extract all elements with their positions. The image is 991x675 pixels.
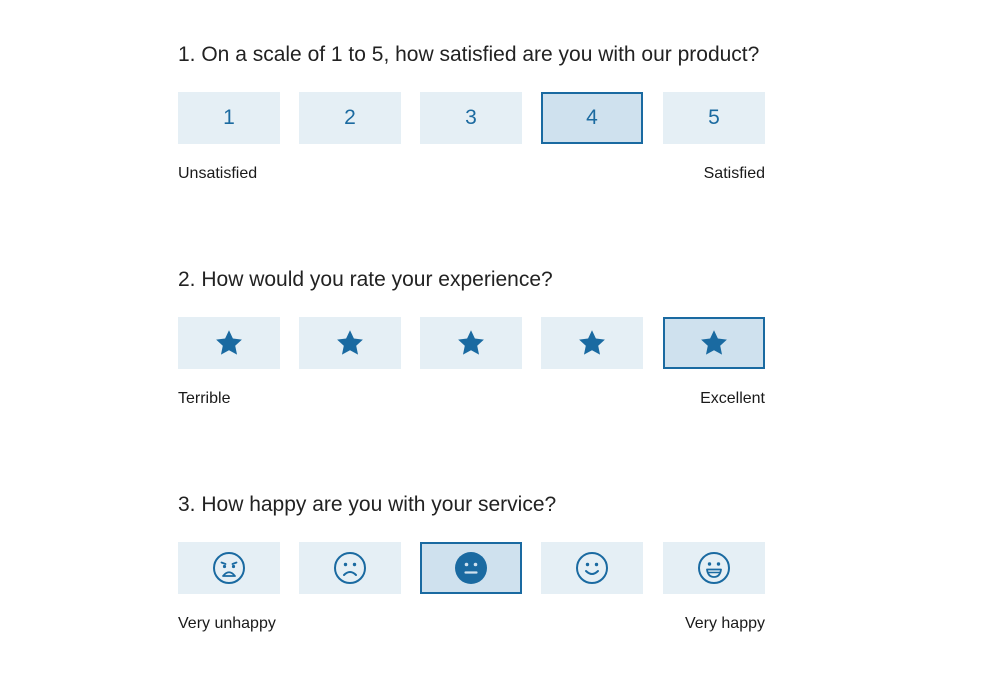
scale-high-label: Very happy — [684, 615, 765, 632]
very-happy-face-icon — [697, 551, 731, 585]
scale-low-label: Terrible — [178, 390, 231, 407]
star-option-5[interactable] — [663, 317, 765, 369]
question-2-title: 2. How would you rate your experience? — [178, 268, 553, 291]
rating-scale-stars — [178, 317, 765, 369]
star-icon — [214, 329, 244, 357]
star-option-3[interactable] — [420, 317, 522, 369]
question-3-title: 3. How happy are you with your service? — [178, 493, 557, 516]
scale-high-label: Excellent — [700, 390, 765, 407]
face-option-1[interactable] — [178, 542, 280, 594]
star-option-2[interactable] — [299, 317, 401, 369]
star-icon — [456, 329, 486, 357]
star-option-4[interactable] — [541, 317, 643, 369]
rating-option-1[interactable]: 1 — [178, 92, 280, 144]
face-option-4[interactable] — [541, 542, 643, 594]
rating-option-3[interactable]: 3 — [420, 92, 522, 144]
question-1-title: 1. On a scale of 1 to 5, how satisfied a… — [178, 43, 760, 66]
scale-high-label: Satisfied — [703, 165, 765, 182]
face-option-2[interactable] — [299, 542, 401, 594]
rating-option-4[interactable]: 4 — [541, 92, 643, 144]
question-2: 2. How would you rate your experience? T… — [178, 267, 765, 407]
unhappy-face-icon — [333, 551, 367, 585]
scale-low-label: Unsatisfied — [178, 165, 258, 182]
star-icon — [699, 329, 729, 357]
face-option-5[interactable] — [663, 542, 765, 594]
star-icon — [577, 329, 607, 357]
very-unhappy-face-icon — [212, 551, 246, 585]
star-icon — [335, 329, 365, 357]
face-option-3[interactable] — [420, 542, 522, 594]
question-3: 3. How happy are you with your service? — [178, 492, 765, 632]
scale-low-label: Very unhappy — [178, 615, 276, 632]
happy-face-icon — [575, 551, 609, 585]
star-option-1[interactable] — [178, 317, 280, 369]
rating-option-5[interactable]: 5 — [663, 92, 765, 144]
rating-scale-numbers: 1 2 3 4 5 — [178, 92, 765, 144]
rating-scale-faces — [178, 542, 765, 594]
question-1: 1. On a scale of 1 to 5, how satisfied a… — [178, 42, 765, 182]
rating-option-2[interactable]: 2 — [299, 92, 401, 144]
neutral-face-icon — [454, 551, 488, 585]
